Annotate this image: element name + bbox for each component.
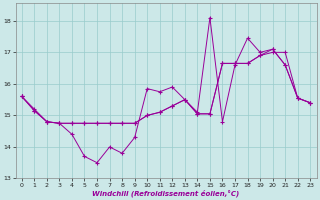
X-axis label: Windchill (Refroidissement éolien,°C): Windchill (Refroidissement éolien,°C) [92,189,240,197]
